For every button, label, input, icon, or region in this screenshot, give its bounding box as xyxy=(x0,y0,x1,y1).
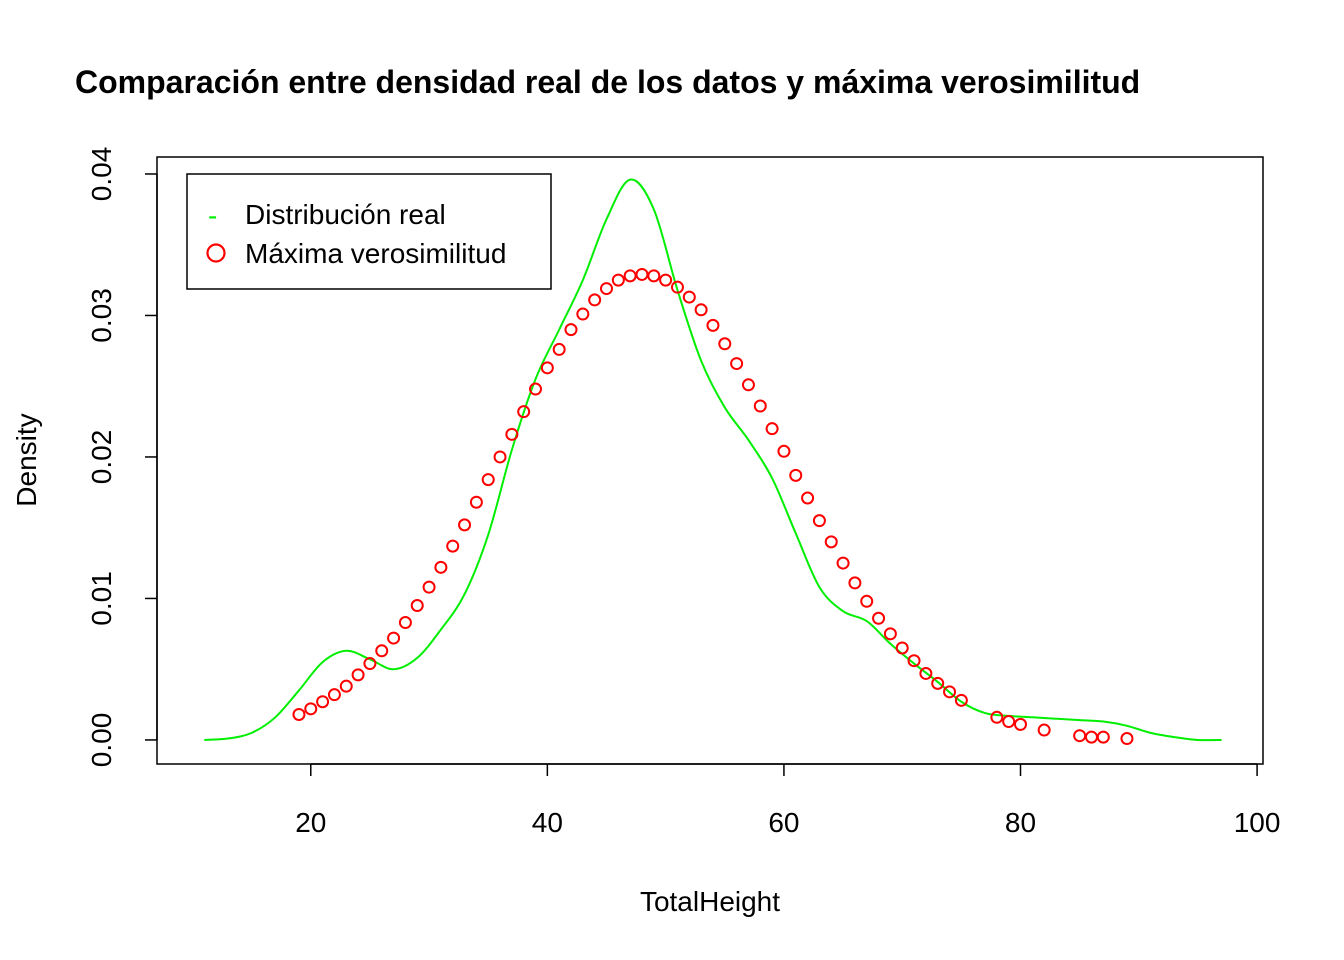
mle-point xyxy=(552,342,566,356)
mle-point xyxy=(434,560,448,574)
mle-point xyxy=(872,611,886,625)
mle-point xyxy=(469,495,483,509)
mle-point xyxy=(387,631,401,645)
y-tick-label: 0.04 xyxy=(86,147,117,202)
mle-point xyxy=(670,280,684,294)
mle-point xyxy=(718,337,732,351)
mle-point xyxy=(1120,732,1134,746)
mle-point xyxy=(1084,730,1098,744)
y-tick-label: 0.02 xyxy=(86,430,117,485)
y-tick-label: 0.01 xyxy=(86,571,117,626)
mle-point xyxy=(836,556,850,570)
legend-box xyxy=(186,173,552,290)
mle-point xyxy=(1073,729,1087,743)
mle-point xyxy=(398,616,412,630)
mle-point xyxy=(931,676,945,690)
y-axis: 0.00 0.01 0.02 0.03 0.04 xyxy=(86,147,158,768)
series-layer xyxy=(204,178,1222,746)
mle-point xyxy=(292,707,306,721)
mle-point xyxy=(848,576,862,590)
mle-point xyxy=(446,539,460,553)
mle-point xyxy=(540,361,554,375)
mle-point xyxy=(919,666,933,680)
legend-label-mle: Máxima verosimilitud xyxy=(245,238,506,269)
mle-point xyxy=(363,657,377,671)
mle-point xyxy=(765,422,779,436)
mle-point xyxy=(883,627,897,641)
mle-point xyxy=(659,273,673,287)
mle-point xyxy=(812,514,826,528)
mle-point xyxy=(635,267,649,281)
mle-point xyxy=(789,468,803,482)
chart-title: Comparación entre densidad real de los d… xyxy=(75,64,1140,100)
mle-point xyxy=(694,303,708,317)
mle-point xyxy=(1096,730,1110,744)
mle-point xyxy=(824,535,838,549)
x-axis-label: TotalHeight xyxy=(640,886,780,917)
mle-point xyxy=(895,641,909,655)
mle-point xyxy=(375,644,389,658)
mle-point xyxy=(517,405,531,419)
y-tick-label: 0.00 xyxy=(86,713,117,768)
mle-point xyxy=(599,282,613,296)
y-tick-label: 0.03 xyxy=(86,288,117,343)
mle-point xyxy=(741,378,755,392)
y-axis-label: Density xyxy=(11,413,42,506)
mle-point xyxy=(907,654,921,668)
mle-point xyxy=(647,269,661,283)
x-tick-label: 100 xyxy=(1234,807,1281,838)
mle-point xyxy=(493,450,507,464)
mle-point xyxy=(730,357,744,371)
legend-symbol-line: - xyxy=(208,200,217,231)
mle-point xyxy=(753,399,767,413)
mle-point xyxy=(339,679,353,693)
mle-point xyxy=(505,427,519,441)
mle-point xyxy=(706,318,720,332)
mle-point xyxy=(1002,715,1016,729)
mle-point xyxy=(481,473,495,487)
mle-point xyxy=(611,273,625,287)
mle-point xyxy=(623,269,637,283)
legend-symbol-circle xyxy=(206,243,226,263)
mle-point xyxy=(801,491,815,505)
mle-point xyxy=(351,668,365,682)
legend-label-real: Distribución real xyxy=(245,199,446,230)
x-tick-label: 20 xyxy=(295,807,326,838)
mle-point xyxy=(682,290,696,304)
legend: - Distribución real Máxima verosimilitud xyxy=(186,173,552,290)
mle-point xyxy=(304,702,318,716)
mle-point xyxy=(990,710,1004,724)
x-tick-label: 40 xyxy=(532,807,563,838)
mle-point xyxy=(316,695,330,709)
mle-point xyxy=(1037,723,1051,737)
mle-point xyxy=(943,685,957,699)
mle-point xyxy=(954,693,968,707)
mle-point xyxy=(777,444,791,458)
mle-point xyxy=(1014,717,1028,731)
mle-point xyxy=(588,293,602,307)
x-axis: 20 40 60 80 100 xyxy=(295,763,1281,838)
mle-point xyxy=(327,688,341,702)
mle-point xyxy=(458,518,472,532)
mle-point xyxy=(410,599,424,613)
x-tick-label: 60 xyxy=(768,807,799,838)
mle-point xyxy=(529,382,543,396)
mle-point xyxy=(422,580,436,594)
mle-point xyxy=(576,307,590,321)
x-tick-label: 80 xyxy=(1005,807,1036,838)
mle-point xyxy=(860,594,874,608)
mle-point xyxy=(564,323,578,337)
